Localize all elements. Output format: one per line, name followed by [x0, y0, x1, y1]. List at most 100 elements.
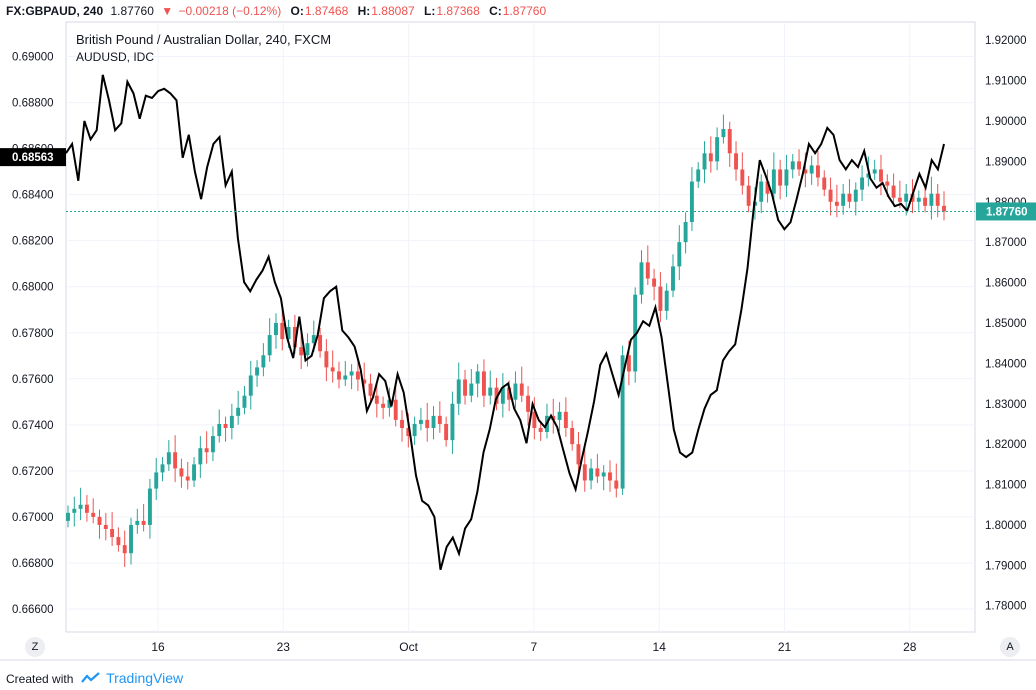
symbol-name[interactable]: FX:GBPAUD, 240 — [6, 4, 104, 18]
right-tick-label: 1.79000 — [985, 560, 1027, 572]
candle-body — [154, 472, 159, 489]
candle-body — [721, 129, 726, 138]
left-tick-label: 0.67800 — [12, 328, 54, 340]
open-value: 1.87468 — [304, 4, 349, 18]
candle-body — [261, 355, 266, 368]
tradingview-logo-icon — [80, 670, 101, 690]
x-tick-label: 7 — [531, 640, 538, 654]
candle-body — [387, 399, 392, 408]
candle-body — [765, 181, 770, 194]
candle-body — [803, 169, 808, 174]
right-tick-label: 1.80000 — [985, 520, 1027, 532]
candle-body — [904, 193, 909, 202]
x-tick-label: 23 — [277, 640, 291, 654]
left-tick-label: 0.67400 — [12, 420, 54, 432]
candle-body — [242, 395, 247, 408]
candle-body — [626, 355, 631, 372]
candle-body — [652, 278, 657, 287]
candle-body — [658, 286, 663, 311]
left-tick-label: 0.68800 — [12, 98, 54, 110]
tradingview-brand[interactable]: TradingView — [106, 670, 184, 686]
candle-body — [538, 427, 543, 433]
right-tick-label: 1.89000 — [985, 156, 1027, 168]
candle-body — [223, 423, 228, 428]
candle-body — [809, 165, 814, 174]
candle-body — [677, 242, 682, 267]
right-tick-label: 1.83000 — [985, 399, 1027, 411]
overlay-series-legend[interactable]: AUDUSD, IDC — [76, 50, 155, 64]
x-tick-label: 28 — [903, 640, 917, 654]
x-tick-label: 21 — [778, 640, 792, 654]
candle-body — [236, 407, 241, 416]
candle-body — [664, 290, 669, 311]
candle-body — [210, 436, 215, 453]
candle-body — [217, 423, 222, 437]
candle-body — [645, 262, 650, 279]
candle-body — [147, 488, 152, 525]
candle-body — [475, 371, 480, 384]
candle-body — [614, 480, 619, 489]
left-tick-label: 0.68200 — [12, 236, 54, 248]
zoom-button[interactable]: Z — [25, 637, 45, 657]
candle-body — [683, 221, 688, 243]
last-price-tag-label: 1.87760 — [986, 206, 1028, 218]
right-tick-label: 1.91000 — [985, 76, 1027, 88]
plot-area — [65, 21, 976, 633]
candle-body — [822, 177, 827, 190]
candle-body — [349, 371, 354, 376]
candle-body — [608, 472, 612, 481]
candle-body — [759, 181, 764, 202]
right-tick-label: 1.92000 — [985, 35, 1027, 47]
last-price-tag — [976, 202, 1036, 221]
candle-body — [97, 516, 102, 525]
candle-body — [488, 387, 493, 396]
candle-body — [84, 504, 89, 513]
audusd-line — [65, 74, 945, 571]
last-price: 1.87760 — [110, 4, 154, 18]
candle-body — [633, 294, 638, 372]
left-tick-label: 0.66600 — [12, 604, 54, 616]
close-label: C: — [489, 4, 502, 18]
candle-body — [72, 508, 77, 513]
candle-body — [816, 165, 820, 178]
candle-body — [267, 335, 272, 356]
candle-body — [337, 371, 341, 380]
candle-body — [412, 423, 417, 437]
auto-scale-button[interactable]: A — [1000, 637, 1020, 657]
candle-body — [274, 322, 278, 336]
candle-body — [601, 472, 606, 477]
candle-body — [78, 504, 83, 509]
x-tick-label: 16 — [151, 640, 165, 654]
overlay-price-tag-label: 0.68563 — [12, 152, 54, 164]
candle-body — [784, 169, 789, 186]
main-series-legend[interactable]: British Pound / Australian Dollar, 240, … — [76, 32, 332, 47]
symbol-header: FX:GBPAUD, 240 1.87760 ▼ −0.00218 (−0.12… — [0, 0, 1036, 22]
candle-body — [299, 347, 304, 356]
candle-body — [866, 173, 871, 178]
left-tick-label: 0.67600 — [12, 374, 54, 386]
candle-body — [828, 189, 833, 202]
candle-body — [324, 351, 329, 368]
change-down-arrow-icon: ▼ — [161, 4, 174, 18]
candle-body — [494, 387, 499, 404]
candle-body — [393, 399, 398, 420]
right-tick-label: 1.78000 — [985, 601, 1027, 613]
footer: Created with TradingView — [0, 668, 1036, 688]
candle-body — [160, 464, 165, 473]
candle-body — [229, 415, 234, 428]
left-tick-label: 0.67000 — [12, 512, 54, 524]
right-tick-label: 1.86000 — [985, 278, 1027, 290]
candle-body — [122, 545, 127, 554]
candle-body — [437, 415, 442, 424]
candle-body — [557, 411, 562, 420]
candle-body — [318, 335, 323, 352]
candle-body — [343, 375, 348, 380]
candle-body — [834, 201, 839, 206]
close-value: 1.87760 — [502, 4, 547, 18]
candle-body — [481, 371, 486, 396]
right-tick-label: 1.87000 — [985, 237, 1027, 249]
candle-body — [746, 185, 751, 206]
left-tick-label: 0.66800 — [12, 558, 54, 570]
candle-body — [116, 537, 121, 546]
